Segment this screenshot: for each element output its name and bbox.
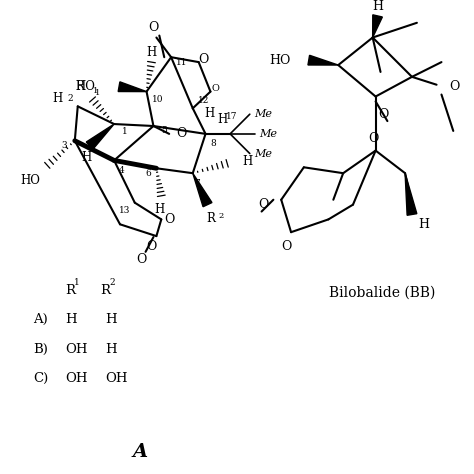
Text: H: H: [418, 218, 429, 231]
Text: 2: 2: [219, 212, 224, 220]
Text: H: H: [53, 92, 63, 105]
Polygon shape: [373, 15, 383, 37]
Text: H: H: [65, 313, 77, 326]
Text: 1: 1: [122, 128, 128, 137]
Text: Me: Me: [255, 148, 273, 158]
Text: H: H: [242, 155, 252, 168]
Text: O: O: [199, 53, 209, 66]
Text: HO: HO: [75, 80, 95, 93]
Text: 13: 13: [118, 206, 130, 215]
Text: A: A: [132, 443, 147, 461]
Text: A): A): [34, 313, 48, 326]
Text: O: O: [281, 240, 292, 254]
Text: B): B): [34, 343, 48, 356]
Text: H: H: [205, 107, 215, 120]
Text: O: O: [258, 198, 269, 211]
Text: 8: 8: [210, 139, 216, 148]
Text: H: H: [105, 313, 117, 326]
Text: O: O: [368, 132, 379, 146]
Text: R: R: [76, 80, 85, 93]
Text: O: O: [449, 80, 460, 93]
Text: R: R: [100, 283, 110, 297]
Polygon shape: [118, 82, 146, 91]
Text: 2: 2: [67, 94, 73, 103]
Text: 12: 12: [198, 96, 209, 105]
Text: 1: 1: [92, 87, 98, 95]
Text: Me: Me: [255, 109, 273, 119]
Text: OH: OH: [65, 343, 88, 356]
Text: 7: 7: [195, 179, 201, 188]
Text: 2: 2: [109, 278, 115, 287]
Text: H: H: [154, 203, 164, 216]
Text: C): C): [34, 372, 49, 385]
Text: O: O: [137, 253, 147, 266]
Text: O: O: [164, 213, 174, 226]
Text: R: R: [206, 212, 215, 225]
Text: Bilobalide (BB): Bilobalide (BB): [329, 286, 436, 300]
Text: O: O: [148, 21, 159, 34]
Text: 10: 10: [152, 95, 163, 104]
Text: R: R: [65, 283, 75, 297]
Text: 1: 1: [74, 278, 80, 287]
Text: 6: 6: [146, 169, 152, 178]
Text: HO: HO: [20, 173, 40, 187]
Text: 5: 5: [161, 127, 167, 136]
Polygon shape: [405, 173, 417, 215]
Text: H: H: [82, 151, 92, 164]
Text: H: H: [146, 46, 156, 59]
Text: H: H: [372, 0, 383, 13]
Text: OH: OH: [65, 372, 88, 385]
Polygon shape: [193, 173, 212, 207]
Text: O: O: [211, 84, 219, 93]
Text: HO: HO: [270, 54, 291, 67]
Text: O: O: [146, 240, 157, 254]
Text: H: H: [105, 343, 117, 356]
Text: Me: Me: [259, 129, 277, 139]
Polygon shape: [308, 55, 338, 65]
Text: H: H: [218, 113, 228, 126]
Text: 4: 4: [119, 166, 125, 175]
Text: 11: 11: [176, 58, 188, 67]
Polygon shape: [86, 124, 114, 149]
Text: 17: 17: [226, 112, 238, 121]
Text: OH: OH: [105, 372, 128, 385]
Text: O: O: [378, 108, 389, 121]
Text: 1: 1: [95, 89, 101, 97]
Text: 3: 3: [61, 141, 67, 150]
Text: O: O: [176, 128, 186, 140]
